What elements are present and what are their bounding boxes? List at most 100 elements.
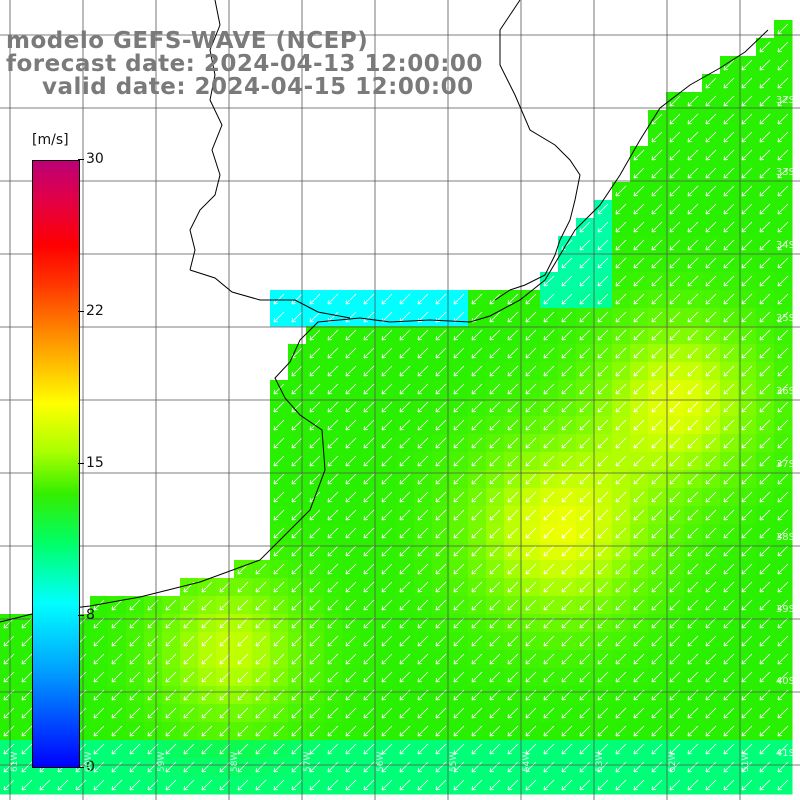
wind-arrow [345,293,357,305]
wind-arrow [723,113,735,125]
wind-arrow [93,779,105,791]
wind-arrow [435,293,447,305]
wind-arrow [543,347,555,359]
wind-arrow [561,257,573,269]
wind-arrow [651,239,663,251]
wind-arrow [165,761,177,773]
wind-arrow [669,743,681,755]
wind-arrow [687,563,699,575]
wind-arrow [723,401,735,413]
wind-arrow [741,617,753,629]
wind-arrow [363,365,375,377]
wind-arrow [741,743,753,755]
wind-arrow [381,653,393,665]
wind-arrow [633,707,645,719]
wind-arrow [615,473,627,485]
wind-arrow [633,563,645,575]
wind-arrow [399,347,411,359]
wind-arrow [579,545,591,557]
wind-arrow [507,293,519,305]
wind-arrow [597,275,609,287]
wind-arrow [435,437,447,449]
wind-arrow [75,779,87,791]
wind-arrow [165,707,177,719]
wind-arrow [381,329,393,341]
wind-arrow [777,365,789,377]
wind-arrow [615,221,627,233]
wind-arrow [543,275,555,287]
wind-arrow [759,401,771,413]
wind-arrow [669,671,681,683]
wind-arrow [21,707,33,719]
wind-arrow [435,401,447,413]
wind-arrow [633,383,645,395]
wind-arrow [741,545,753,557]
wind-arrow [543,311,555,323]
wind-arrow [597,329,609,341]
wind-arrow [363,761,375,773]
wind-arrow [579,401,591,413]
wind-arrow [93,653,105,665]
wind-arrow [507,401,519,413]
wind-arrow [363,329,375,341]
wind-arrow [363,293,375,305]
wind-arrow [561,401,573,413]
wind-arrow [615,725,627,737]
wind-arrow [633,401,645,413]
wind-arrow [777,77,789,89]
wind-arrow [525,455,537,467]
wind-arrow [687,473,699,485]
wind-arrow [543,671,555,683]
wind-arrow [705,293,717,305]
wind-arrow [381,599,393,611]
wind-arrow [669,149,681,161]
wind-arrow [453,671,465,683]
wind-arrow [3,725,15,737]
wind-arrow [291,365,303,377]
wind-arrow [705,527,717,539]
lon-label: 51W [741,751,751,772]
wind-arrow [291,707,303,719]
wind-arrow [777,239,789,251]
wind-arrow [759,167,771,179]
wind-arrow [489,491,501,503]
wind-arrow [597,365,609,377]
map-title: modelo GEFS-WAVE (NCEP) forecast date: 2… [6,30,483,99]
wind-arrow [399,383,411,395]
wind-arrow [507,635,519,647]
wind-arrow [651,221,663,233]
wind-arrow [669,239,681,251]
wind-arrow [471,545,483,557]
wind-arrow [381,779,393,791]
wind-arrow [723,437,735,449]
wind-arrow [597,419,609,431]
wind-arrow [687,707,699,719]
wind-arrow [273,635,285,647]
wind-arrow [183,635,195,647]
wind-arrow [543,743,555,755]
wind-arrow [219,599,231,611]
wind-arrow [399,653,411,665]
wind-arrow [489,527,501,539]
wind-arrow [615,707,627,719]
wind-arrow [93,743,105,755]
wind-arrow [615,275,627,287]
wind-arrow [93,617,105,629]
wind-arrow [669,437,681,449]
wind-arrow [669,95,681,107]
wind-arrow [309,725,321,737]
wind-arrow [291,653,303,665]
wind-arrow [705,203,717,215]
wind-arrow [39,779,51,791]
wind-arrow [687,149,699,161]
wind-arrow [687,203,699,215]
wind-arrow [687,617,699,629]
wind-arrow [93,707,105,719]
wind-arrow [651,473,663,485]
wind-arrow [705,239,717,251]
wind-arrow [561,581,573,593]
wind-arrow [453,509,465,521]
wind-arrow [651,617,663,629]
wind-arrow [633,293,645,305]
